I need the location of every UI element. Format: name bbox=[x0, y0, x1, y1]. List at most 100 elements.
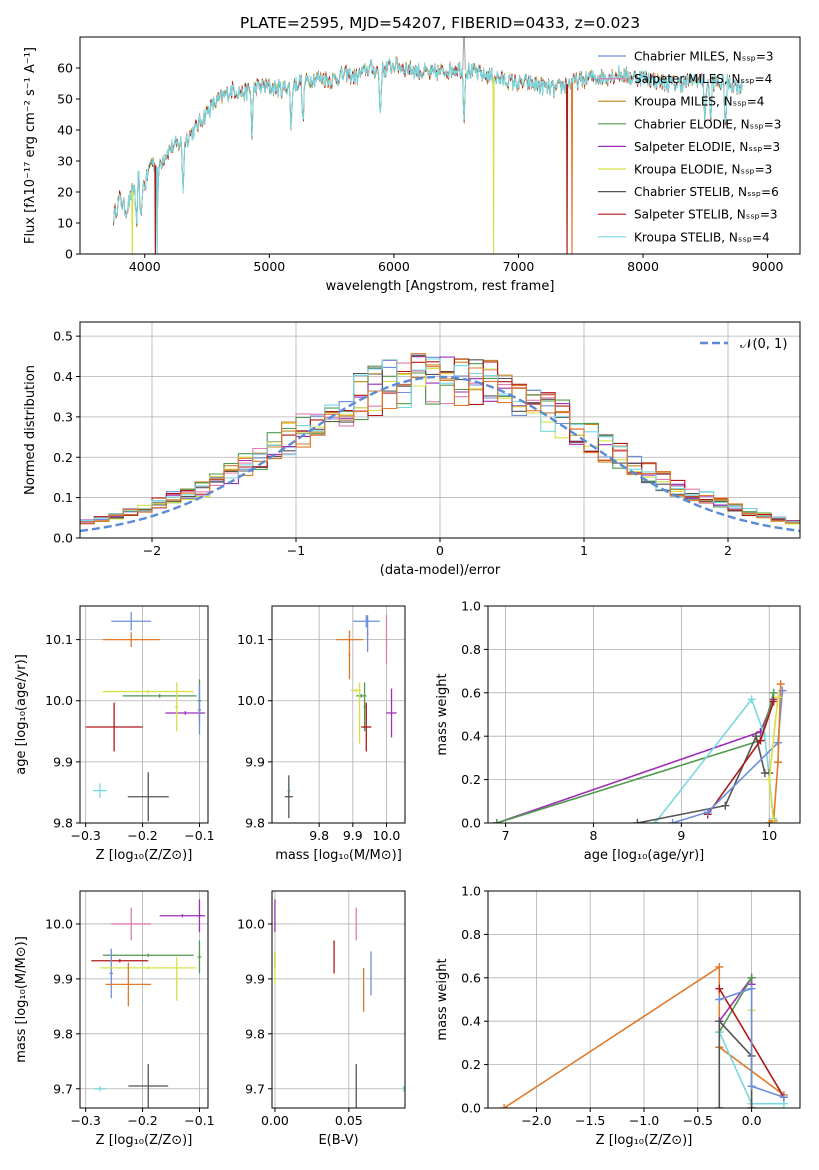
y-axis-label: mass [log₁₀(M/M⊙)] bbox=[14, 936, 29, 1063]
y-axis-label: mass weight bbox=[435, 958, 450, 1040]
axes-frame bbox=[79, 36, 801, 255]
mass-weight-marker bbox=[769, 688, 778, 697]
panel-age-vs-mass: 9.8 9.9 10.0 9.8 9.9 10.0 10.1 mass [log₁₀(M/M⊙… bbox=[237, 605, 406, 863]
spectrum-line bbox=[113, 57, 743, 225]
x-tick-label: 10.0 bbox=[373, 828, 401, 843]
y-axis-label: Normed distribution bbox=[23, 365, 38, 495]
x-axis-label: age [log₁₀(age/yr)] bbox=[584, 848, 705, 863]
mass-weight-marker bbox=[774, 758, 783, 767]
y-tick-label: 10.0 bbox=[45, 916, 73, 931]
x-tick-label: 5000 bbox=[253, 259, 285, 274]
y-tick-label: 1.0 bbox=[461, 599, 481, 614]
axes-frame bbox=[271, 890, 406, 1109]
axes-frame bbox=[79, 890, 209, 1109]
x-tick-label: −0.2 bbox=[127, 1113, 157, 1128]
mass-weight-marker bbox=[774, 693, 783, 702]
mass-weight-marker bbox=[715, 995, 724, 1004]
mass-weight-marker bbox=[633, 819, 642, 823]
x-axis-label: E(B-V) bbox=[318, 1133, 358, 1148]
mass-weight-marker bbox=[747, 984, 756, 993]
y-tick-label: 10.0 bbox=[45, 693, 73, 708]
y-tick-label: 60 bbox=[57, 61, 73, 76]
spectrum-dropout bbox=[156, 167, 159, 254]
y-tick-label: 0 bbox=[65, 247, 73, 262]
y-tick-label: 0.8 bbox=[461, 927, 481, 942]
y-tick-label: 9.9 bbox=[53, 754, 73, 769]
plot-area bbox=[492, 680, 787, 823]
mass-weight-marker bbox=[765, 819, 774, 823]
plot-area bbox=[274, 899, 405, 1108]
y-tick-label: 0.2 bbox=[461, 1057, 481, 1072]
y-tick-label: 9.8 bbox=[53, 816, 73, 831]
x-tick-label: −0.1 bbox=[184, 1113, 214, 1128]
y-tick-label: 9.8 bbox=[245, 816, 265, 831]
normal-curve bbox=[80, 375, 800, 533]
spectrum-dropout bbox=[492, 77, 495, 254]
legend-label: Salpeter ELODIE, Nₛₛₚ=3 bbox=[634, 140, 780, 154]
x-tick-label: −2.0 bbox=[521, 1113, 551, 1128]
y-tick-label: 1.0 bbox=[461, 884, 481, 899]
x-tick-label: −1.0 bbox=[629, 1113, 659, 1128]
panel-mass-vs-Z: −0.3 −0.2 −0.1 9.7 9.8 9.9 10.0 Z [log₁₀(Z/Z⊙)]… bbox=[14, 890, 215, 1148]
y-tick-label: 0.0 bbox=[461, 816, 481, 831]
y-tick-label: 20 bbox=[57, 185, 73, 200]
x-tick-label: 8000 bbox=[627, 259, 659, 274]
mass-weight-marker bbox=[769, 697, 778, 706]
y-tick-label: 10 bbox=[57, 216, 73, 231]
x-axis-label: wavelength [Angstrom, rest frame] bbox=[326, 279, 555, 294]
x-axis-label: mass [log₁₀(M/M⊙)] bbox=[275, 848, 402, 863]
x-tick-label: 9000 bbox=[752, 259, 784, 274]
mass-weight-marker bbox=[765, 775, 774, 784]
plot-area bbox=[284, 615, 397, 819]
panel-massweight-vs-age: 7 8 9 10 0.0 0.2 0.4 0.6 0.8 1.0 age [log₁₀(age/yr… bbox=[435, 599, 801, 863]
axes-frame bbox=[79, 605, 209, 824]
legend-label: Chabrier ELODIE, Nₛₛₚ=3 bbox=[634, 117, 781, 131]
mass-weight-marker bbox=[715, 962, 724, 971]
mass-weight-marker bbox=[747, 1082, 756, 1091]
y-tick-label: 0.6 bbox=[461, 685, 481, 700]
x-tick-label: 9.8 bbox=[309, 828, 329, 843]
plot-area bbox=[500, 962, 788, 1108]
y-tick-label: 9.7 bbox=[245, 1081, 265, 1096]
y-axis-label: age [log₁₀(age/yr)] bbox=[14, 654, 29, 775]
spectrum-dropout bbox=[154, 165, 157, 254]
y-tick-label: 40 bbox=[57, 123, 73, 138]
y-tick-label: 30 bbox=[57, 154, 73, 169]
y-tick-label: 9.8 bbox=[245, 1026, 265, 1041]
legend-label: Salpeter MILES, Nₛₛₚ=4 bbox=[634, 72, 772, 86]
mass-weight-marker bbox=[769, 819, 778, 823]
mass-weight-marker bbox=[756, 736, 765, 745]
panel-mass-vs-EBV: 0.00 0.05 9.7 9.8 9.9 10.0 E(B-V) bbox=[237, 890, 406, 1148]
mass-weight-marker bbox=[776, 680, 785, 689]
x-axis-label: (data-model)/error bbox=[380, 563, 501, 578]
x-tick-label: 7000 bbox=[503, 259, 535, 274]
x-tick-label: 6000 bbox=[378, 259, 410, 274]
y-tick-label: 0.3 bbox=[53, 409, 73, 424]
x-tick-label: 0.00 bbox=[261, 1113, 289, 1128]
y-tick-label: 0.5 bbox=[53, 329, 73, 344]
x-tick-label: −0.5 bbox=[683, 1113, 713, 1128]
x-tick-label: 8 bbox=[589, 828, 597, 843]
mass-weight-marker bbox=[721, 801, 730, 810]
x-tick-label: −2 bbox=[143, 543, 161, 558]
x-tick-label: 0 bbox=[436, 543, 444, 558]
legend: 𝒩(0, 1) bbox=[700, 337, 787, 352]
x-tick-label: 0.0 bbox=[742, 1113, 762, 1128]
y-tick-label: 0.2 bbox=[461, 772, 481, 787]
legend-label: Chabrier MILES, Nₛₛₚ=3 bbox=[634, 50, 774, 64]
x-tick-label: −1.5 bbox=[575, 1113, 605, 1128]
x-tick-label: −0.2 bbox=[127, 828, 157, 843]
y-tick-label: 9.9 bbox=[245, 754, 265, 769]
mass-weight-marker bbox=[703, 808, 712, 817]
plot-area bbox=[113, 37, 743, 254]
y-tick-label: 9.9 bbox=[53, 971, 73, 986]
panel-residuals: 𝒩(0, 1) −2 −1 0 1 2 0.0 0.1 0.2 0.3 0.4 0.5 (data-mo… bbox=[23, 321, 801, 578]
panel-massweight-vs-Z: −2.0 −1.5 −1.0 −0.5 0.0 0.0 0.2 0.4 0.6 0.8 1.0 Z [… bbox=[435, 884, 801, 1148]
x-tick-label: 2 bbox=[724, 543, 732, 558]
y-tick-label: 9.8 bbox=[53, 1026, 73, 1041]
legend-label: Kroupa ELODIE, Nₛₛₚ=3 bbox=[634, 163, 772, 177]
x-tick-label: 0.05 bbox=[335, 1113, 363, 1128]
x-tick-label: −0.1 bbox=[184, 828, 214, 843]
